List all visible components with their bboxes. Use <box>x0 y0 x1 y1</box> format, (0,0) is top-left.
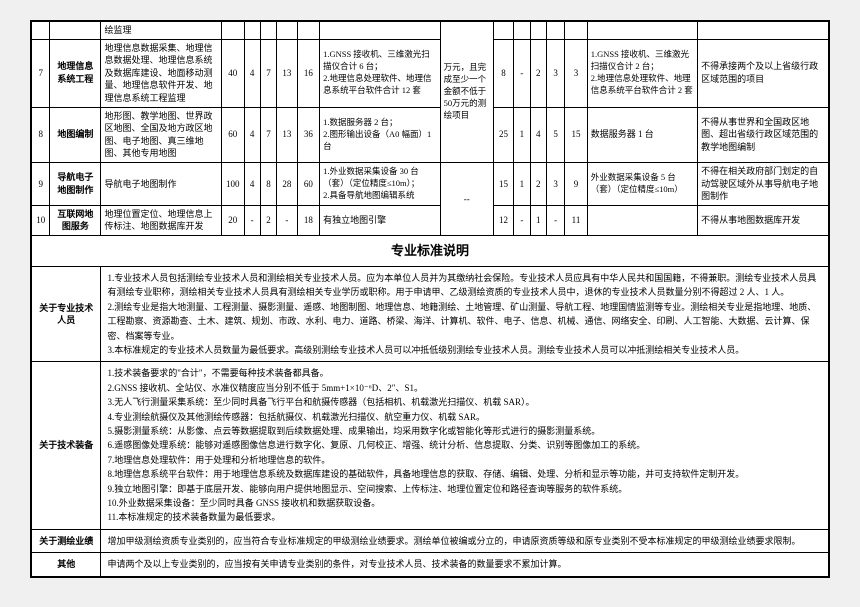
note1: 万元，且完成至少一个金额不低于50万元的测绘项目 <box>440 22 493 163</box>
table-row: 10 互联网地图服务 地理位置定位、地理信息上传标注、地图数据库开发 20 - … <box>32 205 829 235</box>
table-row: 9 导航电子地图制作 导航电子地图制作 100 4 8 28 60 1.外业数据… <box>32 162 829 205</box>
table-row: 7 地理信息系统工程 地理信息数据采集、地理信息数据处理、地理信息系统及数据库建… <box>32 39 829 107</box>
note-row: 关于测绘业绩 增加甲级测绘资质专业类别的，应当符合专业标准规定的甲级测绘业绩要求… <box>32 529 829 552</box>
note-row: 其他 申请两个及以上专业类别的，应当按有关申请专业类别的条件，对专业技术人员、技… <box>32 553 829 576</box>
table-row: 绘监理 万元，且完成至少一个金额不低于50万元的测绘项目 <box>32 22 829 40</box>
section-header: 专业标准说明 <box>32 235 829 266</box>
table-row: 8 地图编制 地形图、教学地图、世界政区地图、全国及地方政区地图、电子地图、真三… <box>32 107 829 162</box>
note-row: 关于技术装备 1.技术装备要求的"合计"，不需要每种技术装备都具备。 2.GNS… <box>32 362 829 529</box>
note2: -- <box>440 162 493 235</box>
standards-table: 绘监理 万元，且完成至少一个金额不低于50万元的测绘项目 7 地理信息系统工程 … <box>31 21 829 577</box>
note-row: 关于专业技术人员 1.专业技术人员包括测绘专业技术人员和测绘相关专业技术人员。应… <box>32 267 829 362</box>
cell-desc: 绘监理 <box>101 22 222 40</box>
